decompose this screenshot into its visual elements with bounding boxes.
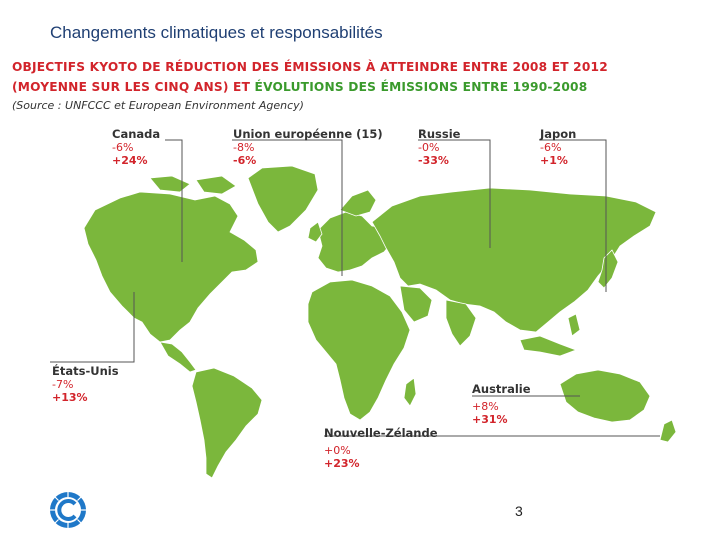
callout-russia bbox=[418, 139, 491, 248]
label-nz: Nouvelle-Zélande +0% +23% bbox=[324, 426, 438, 471]
label-japan: Japon -6% +1% bbox=[540, 127, 577, 168]
legend-heading-evolution-text: évolutions des émissions entre 1990-2008 bbox=[254, 80, 588, 94]
india bbox=[445, 299, 477, 347]
legend-heading-average: (moyenne sur les cinq ans) et bbox=[12, 80, 255, 94]
africa bbox=[307, 279, 411, 421]
label-australia-evolution: +31% bbox=[472, 413, 508, 426]
callout-usa bbox=[50, 292, 135, 363]
japan bbox=[597, 249, 619, 289]
scandinavia bbox=[339, 189, 377, 217]
label-canada-target: -6% bbox=[112, 141, 134, 154]
callout-japan bbox=[540, 139, 607, 292]
central-america bbox=[159, 341, 197, 373]
canada-islands-2 bbox=[195, 175, 237, 195]
page-number: 3 bbox=[515, 503, 523, 519]
australia bbox=[559, 369, 651, 423]
label-australia: Australie +8% +31% bbox=[472, 382, 531, 427]
label-eu: Union européenne (15) -8% -6% bbox=[233, 127, 383, 168]
asia bbox=[371, 187, 657, 333]
callout-canada bbox=[165, 139, 183, 262]
arabia bbox=[399, 285, 433, 323]
slide-title: Changements climatiques et responsabilit… bbox=[50, 23, 383, 42]
label-russia-target: -0% bbox=[418, 141, 440, 154]
label-eu-evolution: -6% bbox=[233, 154, 257, 167]
label-usa-target: -7% bbox=[52, 378, 74, 391]
label-russia-evolution: -33% bbox=[418, 154, 449, 167]
callout-eu bbox=[232, 139, 343, 276]
label-usa-name: États-Unis bbox=[52, 364, 119, 378]
new-zealand bbox=[659, 419, 677, 443]
north-america bbox=[83, 191, 259, 343]
label-usa-evolution: +13% bbox=[52, 391, 88, 404]
se-asia-islands bbox=[519, 335, 578, 357]
callout-lines bbox=[50, 139, 660, 437]
legend-heading-targets: Objectifs Kyoto de réduction des émissio… bbox=[12, 60, 608, 74]
legend-heading-evolution: (moyenne sur les cinq ans) et évolutions… bbox=[12, 80, 587, 94]
label-russia: Russie -0% -33% bbox=[418, 127, 461, 168]
greenland bbox=[247, 165, 319, 233]
land-masses bbox=[83, 165, 677, 479]
canada-islands bbox=[149, 175, 191, 193]
philippines bbox=[567, 313, 581, 337]
label-japan-target: -6% bbox=[540, 141, 562, 154]
label-canada: Canada -6% +24% bbox=[112, 127, 161, 168]
south-america bbox=[191, 367, 263, 479]
label-nz-target: +0% bbox=[324, 444, 351, 457]
label-canada-name: Canada bbox=[112, 127, 161, 141]
label-russia-name: Russie bbox=[418, 127, 461, 141]
label-australia-target: +8% bbox=[472, 400, 499, 413]
uk bbox=[307, 221, 323, 243]
legend-source: (Source : UNFCCC et European Environment… bbox=[12, 99, 304, 112]
unfccc-logo-icon bbox=[50, 492, 86, 528]
label-japan-evolution: +1% bbox=[540, 154, 568, 167]
label-canada-evolution: +24% bbox=[112, 154, 148, 167]
madagascar bbox=[403, 377, 417, 407]
label-eu-name: Union européenne (15) bbox=[233, 127, 383, 141]
label-usa: États-Unis -7% +13% bbox=[52, 364, 119, 405]
label-australia-name: Australie bbox=[472, 382, 531, 396]
label-japan-name: Japon bbox=[540, 127, 577, 141]
label-nz-evolution: +23% bbox=[324, 457, 360, 470]
label-nz-name: Nouvelle-Zélande bbox=[324, 426, 438, 440]
label-eu-target: -8% bbox=[233, 141, 255, 154]
